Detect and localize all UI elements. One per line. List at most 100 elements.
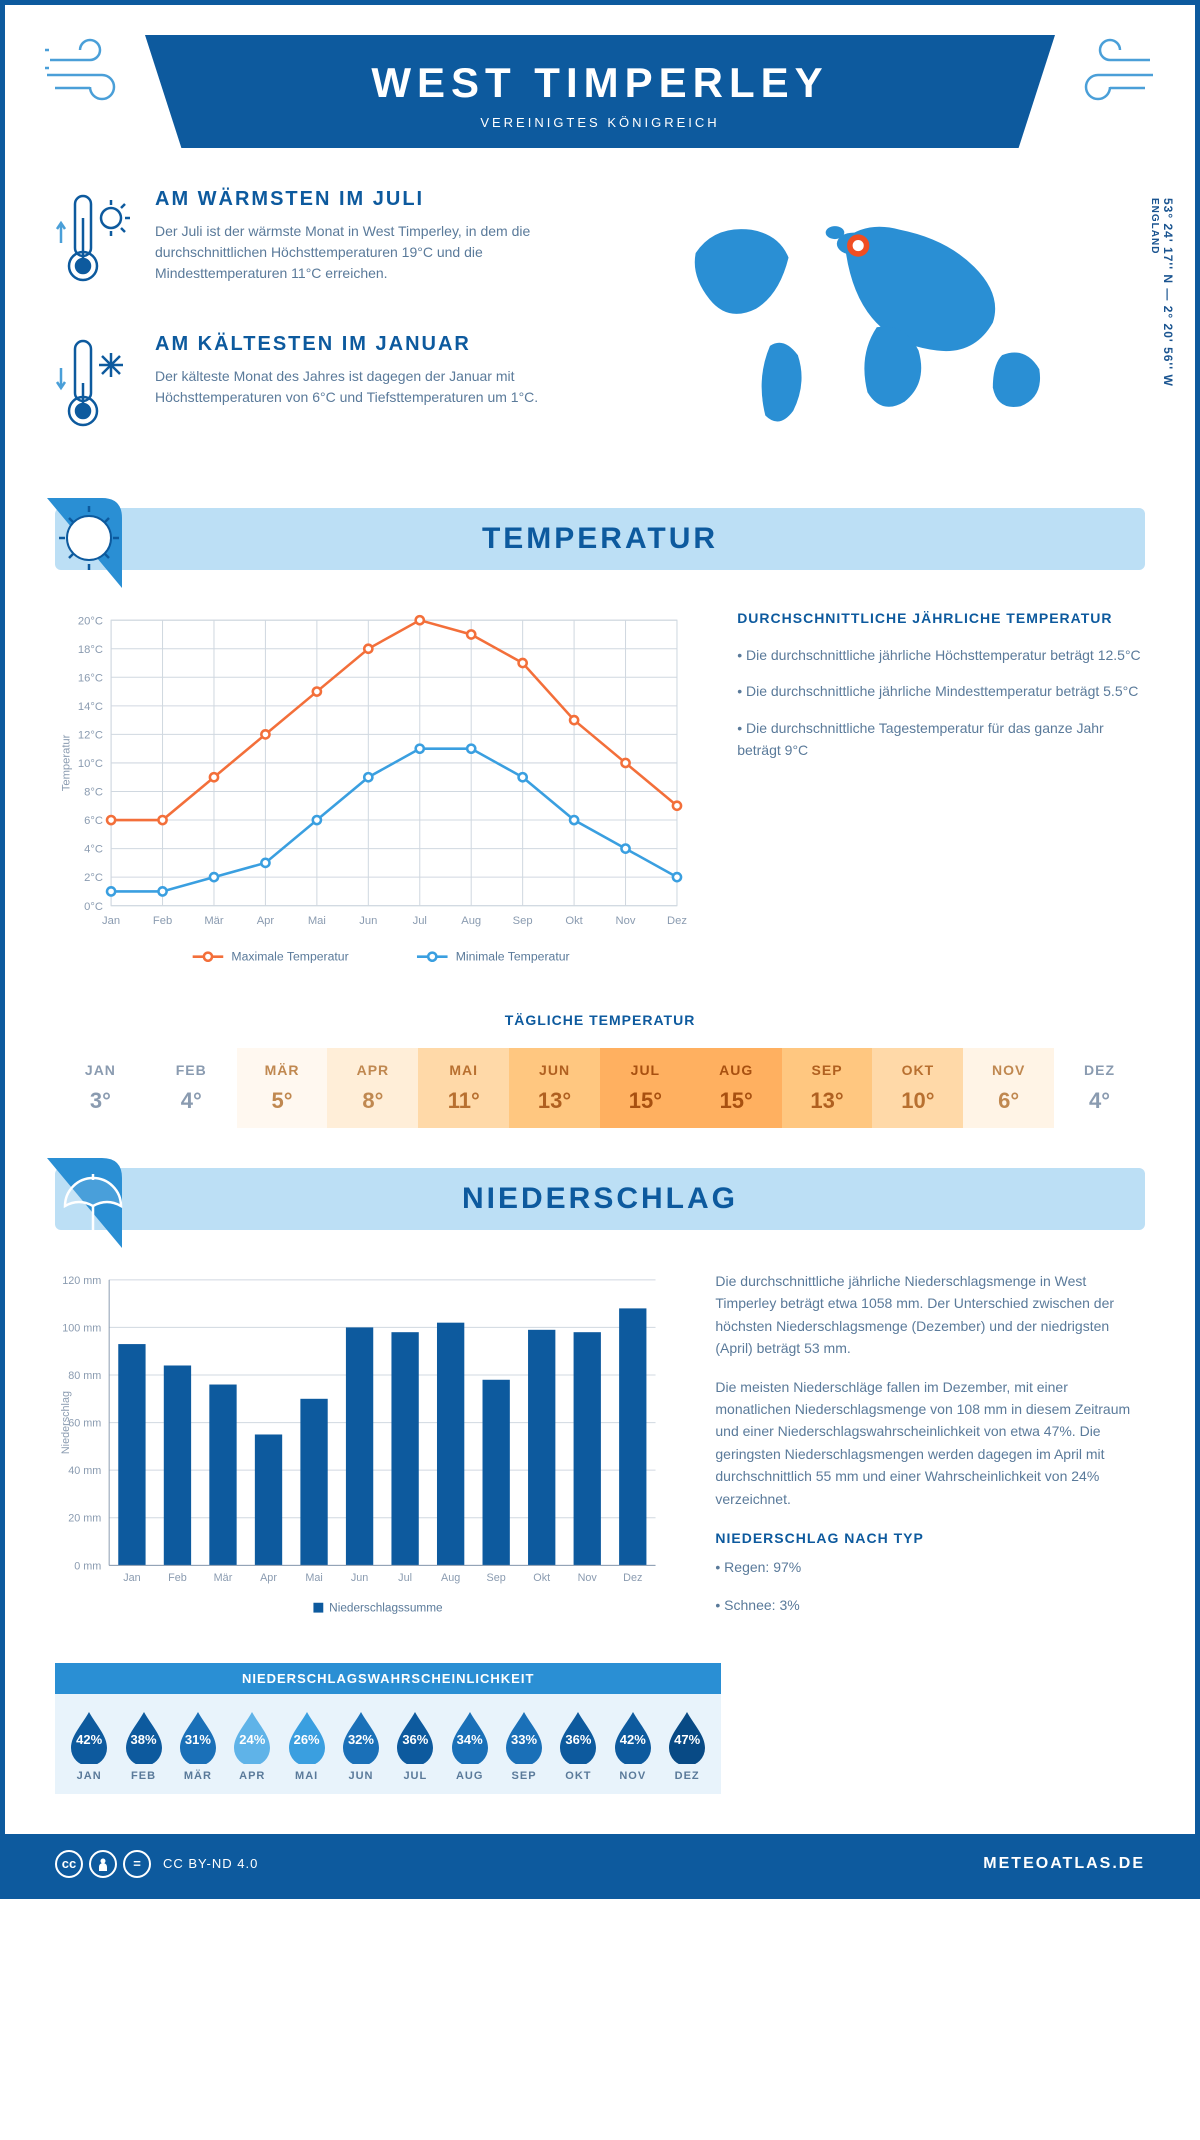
thermometer-snow-icon bbox=[55, 333, 135, 448]
temperature-summary: DURCHSCHNITTLICHE JÄHRLICHE TEMPERATUR •… bbox=[737, 610, 1145, 982]
temperature-section-header: TEMPERATUR bbox=[55, 508, 1145, 570]
svg-text:Apr: Apr bbox=[257, 915, 275, 927]
precip-p1: Die durchschnittliche jährliche Niedersc… bbox=[715, 1270, 1145, 1360]
precip-p2: Die meisten Niederschläge fallen im Deze… bbox=[715, 1376, 1145, 1510]
svg-text:Aug: Aug bbox=[461, 915, 481, 927]
svg-text:Nov: Nov bbox=[616, 915, 636, 927]
raindrop-icon: 26% bbox=[285, 1710, 329, 1764]
svg-text:Maximale Temperatur: Maximale Temperatur bbox=[231, 950, 348, 964]
precipitation-bar-chart: 0 mm20 mm40 mm60 mm80 mm100 mm120 mmJanF… bbox=[55, 1270, 665, 1633]
svg-text:Mai: Mai bbox=[308, 915, 326, 927]
svg-text:20 mm: 20 mm bbox=[68, 1513, 101, 1525]
svg-text:Aug: Aug bbox=[441, 1572, 460, 1584]
svg-text:40 mm: 40 mm bbox=[68, 1465, 101, 1477]
prob-cell: 42% NOV bbox=[607, 1710, 659, 1782]
precipitation-heading: NIEDERSCHLAG bbox=[55, 1182, 1145, 1216]
svg-text:Mär: Mär bbox=[204, 915, 224, 927]
raindrop-icon: 42% bbox=[67, 1710, 111, 1764]
daily-temp-cell: NOV6° bbox=[963, 1048, 1054, 1128]
page-footer: cc = CC BY-ND 4.0 METEOATLAS.DE bbox=[5, 1834, 1195, 1894]
prob-cell: 42% JAN bbox=[63, 1710, 115, 1782]
world-map-icon bbox=[618, 188, 1145, 448]
svg-text:18°C: 18°C bbox=[78, 644, 103, 656]
page-title: WEST TIMPERLEY bbox=[145, 59, 1055, 107]
prob-cell: 36% JUL bbox=[389, 1710, 441, 1782]
raindrop-icon: 38% bbox=[122, 1710, 166, 1764]
warm-desc: Der Juli ist der wärmste Monat in West T… bbox=[155, 221, 578, 284]
precipitation-content: 0 mm20 mm40 mm60 mm80 mm100 mm120 mmJanF… bbox=[5, 1230, 1195, 1643]
raindrop-icon: 32% bbox=[339, 1710, 383, 1764]
license-text: CC BY-ND 4.0 bbox=[163, 1856, 258, 1871]
raindrop-icon: 47% bbox=[665, 1710, 709, 1764]
daily-temp-cell: AUG15° bbox=[691, 1048, 782, 1128]
svg-text:60 mm: 60 mm bbox=[68, 1418, 101, 1430]
svg-text:4°C: 4°C bbox=[84, 844, 103, 856]
svg-text:Niederschlagssumme: Niederschlagssumme bbox=[329, 1601, 443, 1615]
prob-cell: 33% SEP bbox=[498, 1710, 550, 1782]
svg-text:14°C: 14°C bbox=[78, 701, 103, 713]
page-subtitle: VEREINIGTES KÖNIGREICH bbox=[145, 115, 1055, 130]
prob-row: 42% JAN 38% FEB 31% MÄR 24% APR 26% MAI … bbox=[55, 1694, 721, 1794]
raindrop-icon: 36% bbox=[556, 1710, 600, 1764]
cc-icon: cc bbox=[55, 1850, 83, 1878]
temperature-line-chart: 0°C2°C4°C6°C8°C10°C12°C14°C16°C18°C20°CJ… bbox=[55, 610, 687, 982]
daily-temp-cell: FEB4° bbox=[146, 1048, 237, 1128]
svg-text:12°C: 12°C bbox=[78, 729, 103, 741]
svg-text:Minimale Temperatur: Minimale Temperatur bbox=[456, 950, 570, 964]
raindrop-icon: 36% bbox=[393, 1710, 437, 1764]
thermometer-sun-icon bbox=[55, 188, 135, 303]
prob-cell: 38% FEB bbox=[117, 1710, 169, 1782]
prob-cell: 24% APR bbox=[226, 1710, 278, 1782]
cold-title: AM KÄLTESTEN IM JANUAR bbox=[155, 333, 578, 356]
raindrop-icon: 34% bbox=[448, 1710, 492, 1764]
svg-text:Mai: Mai bbox=[305, 1572, 322, 1584]
svg-text:Jun: Jun bbox=[359, 915, 377, 927]
svg-text:Sep: Sep bbox=[487, 1572, 506, 1584]
svg-text:Apr: Apr bbox=[260, 1572, 277, 1584]
cold-desc: Der kälteste Monat des Jahres ist dagege… bbox=[155, 366, 578, 408]
svg-text:Jan: Jan bbox=[123, 1572, 140, 1584]
svg-text:120 mm: 120 mm bbox=[62, 1275, 101, 1287]
svg-text:20°C: 20°C bbox=[78, 615, 103, 627]
wind-icon-left bbox=[45, 30, 145, 110]
svg-text:Jul: Jul bbox=[398, 1572, 412, 1584]
svg-text:Jul: Jul bbox=[413, 915, 427, 927]
daily-temp-cell: MAI11° bbox=[418, 1048, 509, 1128]
intro-section: AM WÄRMSTEN IM JULI Der Juli ist der wär… bbox=[5, 148, 1195, 508]
prob-cell: 34% AUG bbox=[444, 1710, 496, 1782]
precip-type-1: • Regen: 97% bbox=[715, 1556, 1145, 1578]
precipitation-probability-box: NIEDERSCHLAGSWAHRSCHEINLICHKEIT 42% JAN … bbox=[55, 1663, 721, 1794]
svg-text:80 mm: 80 mm bbox=[68, 1370, 101, 1382]
prob-cell: 26% MAI bbox=[280, 1710, 332, 1782]
svg-text:Nov: Nov bbox=[578, 1572, 598, 1584]
svg-text:8°C: 8°C bbox=[84, 787, 103, 799]
by-icon bbox=[89, 1850, 117, 1878]
svg-text:0°C: 0°C bbox=[84, 901, 103, 913]
wind-icon-right bbox=[1055, 30, 1155, 110]
prob-cell: 32% JUN bbox=[335, 1710, 387, 1782]
precip-type-2: • Schnee: 3% bbox=[715, 1594, 1145, 1616]
sun-icon bbox=[47, 498, 147, 588]
svg-text:0 mm: 0 mm bbox=[74, 1560, 101, 1572]
raindrop-icon: 31% bbox=[176, 1710, 220, 1764]
daily-temp-cell: JUL15° bbox=[600, 1048, 691, 1128]
daily-temp-cell: APR8° bbox=[327, 1048, 418, 1128]
nd-icon: = bbox=[123, 1850, 151, 1878]
temperature-content: 0°C2°C4°C6°C8°C10°C12°C14°C16°C18°C20°CJ… bbox=[5, 570, 1195, 1002]
svg-text:10°C: 10°C bbox=[78, 758, 103, 770]
location-marker-icon bbox=[850, 237, 867, 254]
raindrop-icon: 33% bbox=[502, 1710, 546, 1764]
daily-temp-heading: TÄGLICHE TEMPERATUR bbox=[55, 1012, 1145, 1028]
raindrop-icon: 42% bbox=[611, 1710, 655, 1764]
prob-cell: 36% OKT bbox=[552, 1710, 604, 1782]
map-block: 53° 24' 17'' N — 2° 20' 56'' WENGLAND bbox=[618, 188, 1145, 478]
daily-temp-cell: OKT10° bbox=[872, 1048, 963, 1128]
svg-text:2°C: 2°C bbox=[84, 872, 103, 884]
warm-block: AM WÄRMSTEN IM JULI Der Juli ist der wär… bbox=[55, 188, 578, 303]
temp-bullet-2: • Die durchschnittliche jährliche Mindes… bbox=[737, 680, 1145, 702]
daily-temp-cell: DEZ4° bbox=[1054, 1048, 1145, 1128]
coordinates-text: 53° 24' 17'' N — 2° 20' 56'' WENGLAND bbox=[1147, 198, 1175, 387]
svg-text:Feb: Feb bbox=[168, 1572, 187, 1584]
svg-text:Temperatur: Temperatur bbox=[60, 734, 72, 791]
svg-text:Jan: Jan bbox=[102, 915, 120, 927]
